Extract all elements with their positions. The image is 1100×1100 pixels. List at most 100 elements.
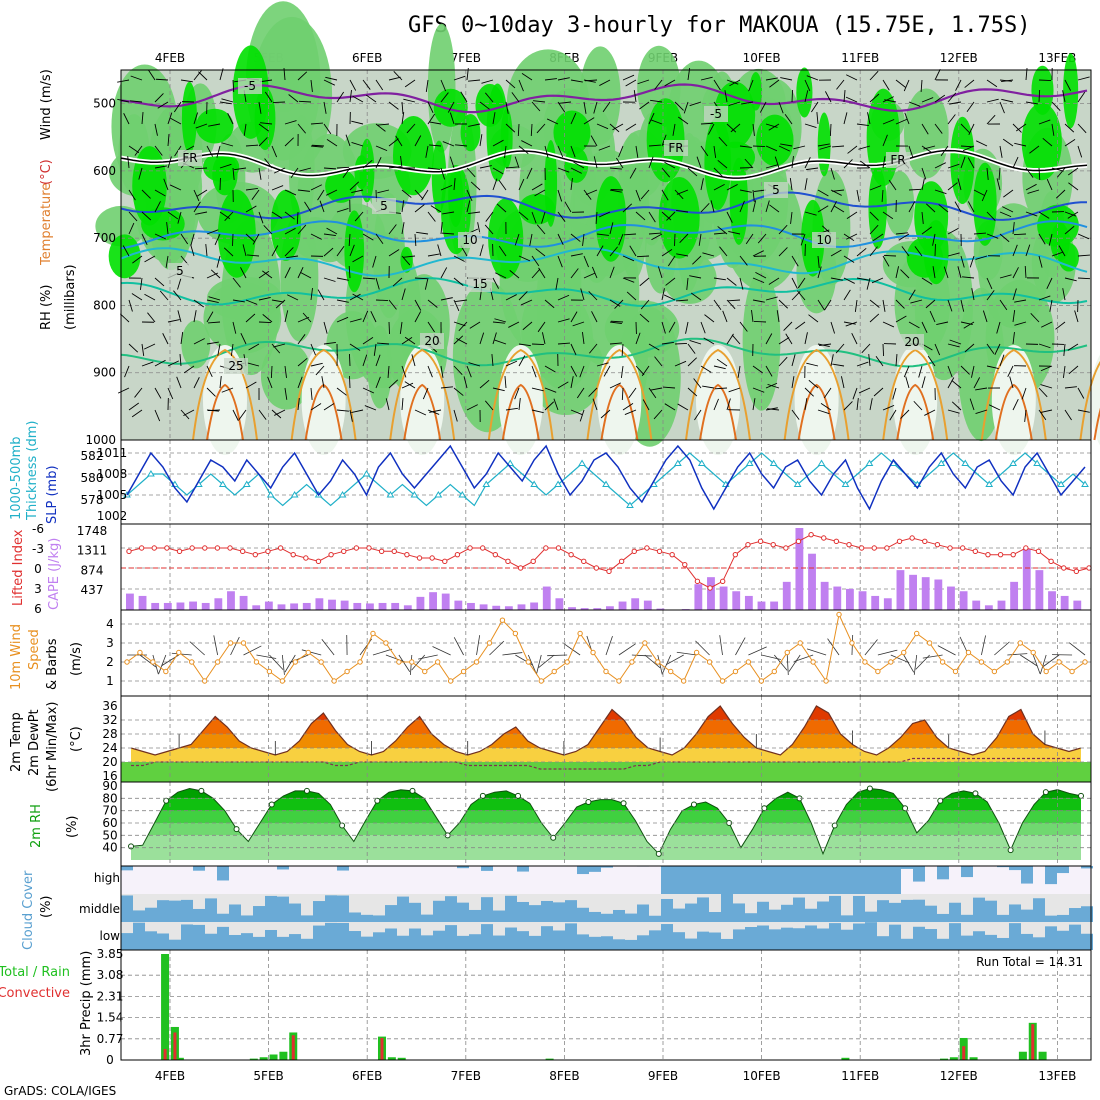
- cape-bar: [467, 602, 475, 610]
- lifted-index-marker: [353, 545, 360, 551]
- wind-barb: [661, 288, 665, 301]
- wind-speed-marker: [914, 630, 920, 637]
- cloud-cells: [121, 866, 1093, 950]
- wind-speed-marker: [629, 659, 635, 665]
- wind-barb: [765, 123, 778, 128]
- cloud-middle-cell: [577, 907, 589, 922]
- wind-barb: [440, 386, 453, 389]
- tick-label: 80: [102, 791, 117, 805]
- wind-barb: [570, 79, 583, 83]
- wind-barb: [310, 233, 322, 240]
- wind-barb: [230, 343, 234, 356]
- wind-barb: [614, 299, 624, 309]
- rh-blob-high: [195, 108, 234, 144]
- wind-speed-marker: [357, 659, 363, 665]
- surface-wind-barb: [432, 646, 451, 656]
- thickness-marker: [602, 480, 610, 487]
- contour-label-bg: [168, 263, 192, 279]
- cape-frame: [120, 523, 1092, 611]
- wind-barb: [377, 342, 390, 345]
- wind-barb: [401, 382, 414, 389]
- wind-barb: [449, 112, 455, 125]
- wind-barb: [427, 321, 435, 333]
- rh-marker: [972, 790, 979, 797]
- cape-bar: [707, 577, 715, 610]
- wind-barb: [388, 101, 399, 110]
- contour-label: -5: [710, 107, 722, 121]
- wind-barb: [484, 400, 494, 411]
- wind-barb: [165, 255, 169, 268]
- wind-barb: [163, 178, 169, 191]
- wind-barb: [975, 409, 988, 415]
- slp-thickness-lines: [123, 444, 1089, 511]
- wind-barb: [258, 270, 270, 279]
- surface-wind-barb: [269, 654, 284, 670]
- cape-bar: [151, 602, 160, 610]
- wind-barb: [1001, 79, 1014, 82]
- wind-barb: [883, 254, 897, 257]
- precip-total-bar: [387, 1057, 396, 1060]
- wind-barb: [661, 341, 674, 345]
- wind-barb: [843, 255, 855, 263]
- wind-barb: [317, 289, 325, 301]
- wind-barb: [1077, 91, 1086, 103]
- wind-barb: [752, 299, 765, 303]
- wind-barb: [349, 244, 355, 257]
- wind-barb: [198, 71, 208, 81]
- wind-barb: [861, 343, 871, 354]
- wind-barb: [460, 91, 468, 103]
- wind-label-2: Speed: [27, 629, 42, 670]
- wind-barb: [808, 314, 819, 323]
- wind-speed-marker: [836, 611, 842, 618]
- wind-barb: [654, 79, 663, 90]
- wind-barb: [785, 333, 793, 345]
- wind-barb: [310, 288, 313, 301]
- wind-barb: [610, 188, 624, 191]
- surface-wind-barb: [230, 636, 240, 656]
- wind-barb: [336, 387, 347, 396]
- cloud-high-cell: [277, 866, 289, 870]
- cape-bar: [947, 586, 955, 610]
- wind-barb: [676, 189, 689, 195]
- wind-barb: [401, 365, 407, 378]
- surface-wind-barb: [189, 641, 205, 656]
- wind-barb: [258, 321, 272, 324]
- wind-barb: [193, 112, 199, 125]
- lifted-index-marker: [593, 565, 600, 571]
- wind-barb: [219, 211, 231, 220]
- wind-barb: [806, 362, 819, 367]
- lifted-index-marker: [972, 548, 979, 555]
- wind-barb: [609, 321, 622, 325]
- wind-speed-marker: [240, 640, 247, 646]
- wind-barb: [765, 200, 770, 213]
- wind-barb: [270, 365, 273, 379]
- rh-blob-high: [553, 110, 591, 155]
- wind-barb: [579, 409, 585, 422]
- temp-band: [131, 720, 1081, 734]
- wind-barb: [713, 167, 723, 177]
- wind-barb: [570, 178, 573, 191]
- wind-barb: [804, 79, 811, 92]
- wind-barb: [653, 409, 663, 420]
- wind-barb: [693, 378, 702, 389]
- cloud-low-cell: [325, 922, 337, 950]
- wind-barb: [943, 266, 949, 279]
- wind-barb: [232, 277, 241, 288]
- wind-barb: [999, 101, 1005, 114]
- wind-barb: [661, 167, 671, 178]
- rh-blob-high: [392, 116, 434, 196]
- cape-bar: [340, 600, 349, 610]
- cape-bar: [820, 581, 829, 610]
- cloud-middle-cell: [769, 909, 781, 922]
- rh-marker: [374, 797, 381, 804]
- wind-barb: [247, 254, 260, 257]
- surface-wind-barb: [1068, 642, 1086, 656]
- wind-barb: [310, 79, 313, 92]
- cape-bar: [315, 598, 324, 610]
- wind-speed-marker: [952, 668, 959, 675]
- wind-barb: [999, 274, 1012, 279]
- wind-barb: [585, 189, 598, 196]
- wind-barb: [323, 123, 332, 135]
